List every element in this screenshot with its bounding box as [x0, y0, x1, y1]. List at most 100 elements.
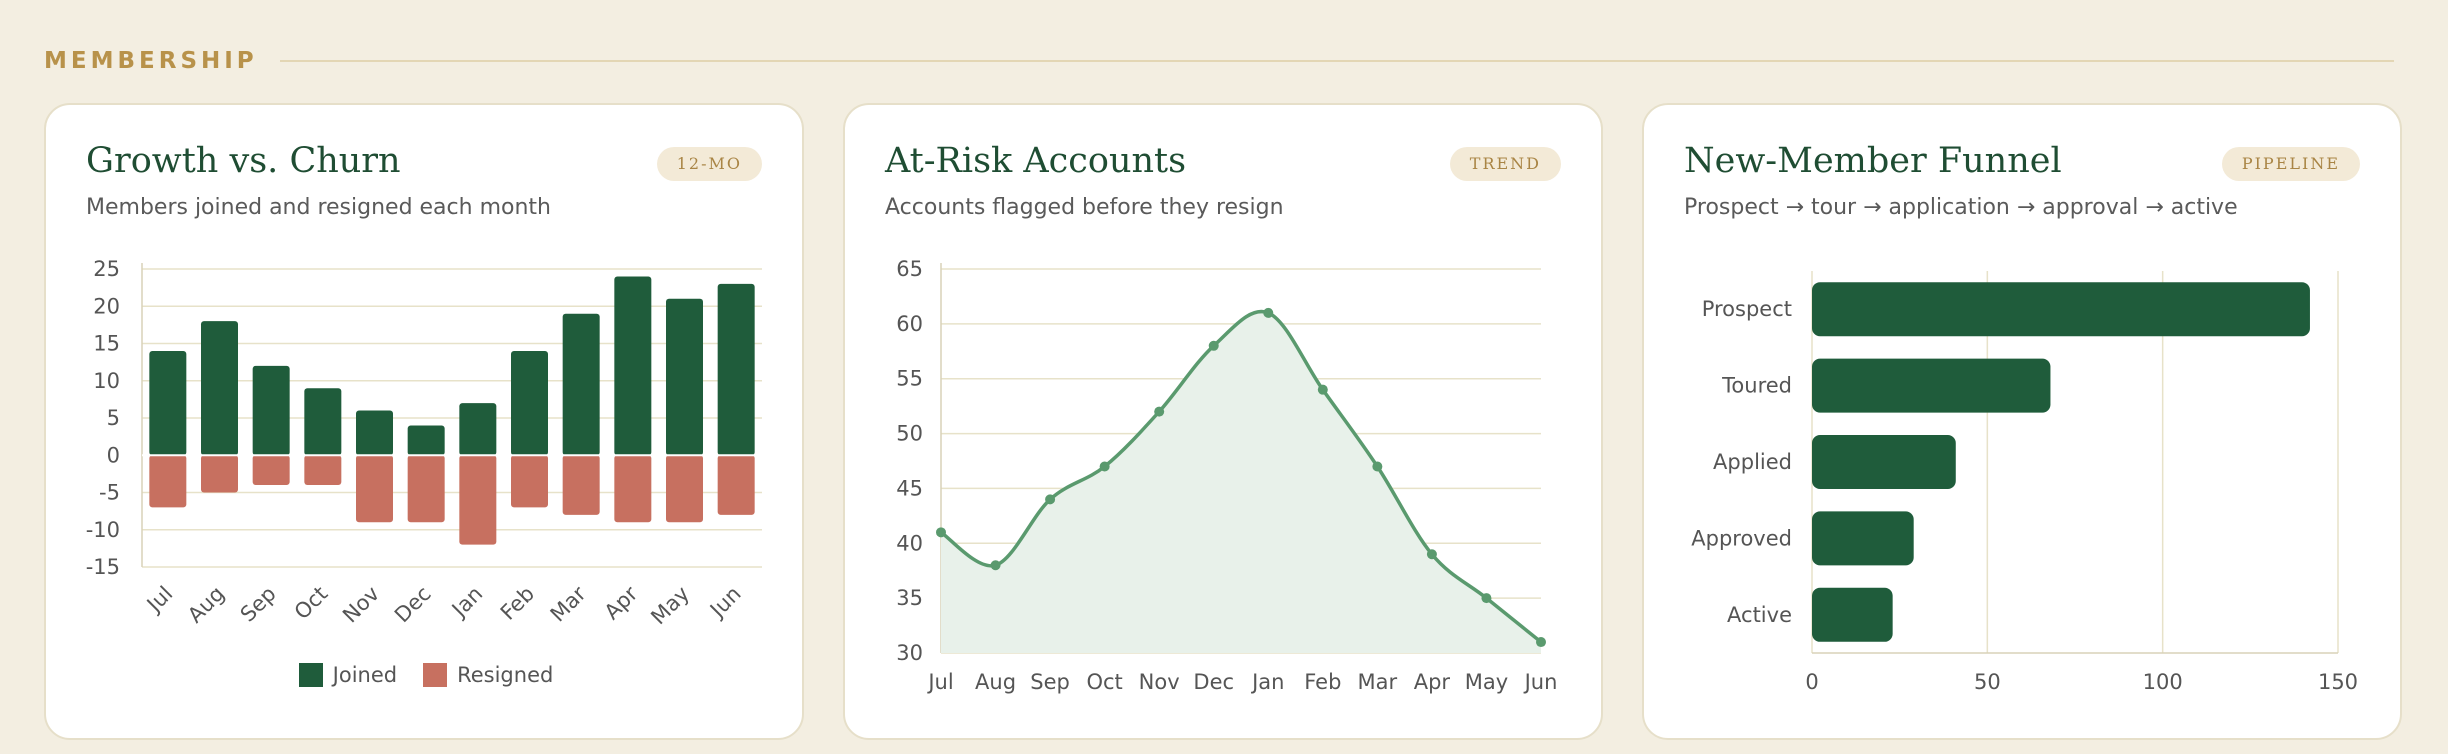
funnel-card: New-Member Funnel Prospect → tour → appl…: [1642, 103, 2402, 740]
legend-item-joined: Joined: [298, 663, 398, 687]
bar-joined: [304, 388, 342, 456]
x-tick-label: Sep: [236, 582, 281, 627]
y-tick-label: 35: [896, 586, 923, 610]
x-tick-label: May: [1465, 670, 1508, 694]
x-tick-label: Mar: [546, 581, 591, 626]
bar-joined: [459, 403, 497, 456]
x-tick-label: Jan: [446, 582, 487, 623]
data-point: [1536, 637, 1546, 648]
y-tick-label: Active: [1727, 603, 1792, 627]
bar-resigned: [562, 455, 600, 515]
funnel-bar: [1812, 282, 2310, 337]
y-tick-label: 55: [896, 367, 923, 391]
data-point: [1099, 461, 1110, 472]
data-point: [1372, 461, 1383, 472]
x-tick-label: Oct: [290, 582, 333, 625]
y-tick-label: 0: [107, 443, 120, 467]
card-subtitle: Prospect → tour → application → approval…: [1684, 195, 2238, 220]
card-title: Growth vs. Churn: [86, 141, 401, 181]
x-tick-label: Oct: [1086, 670, 1122, 694]
series-area: [941, 311, 1541, 653]
x-tick-label: 150: [2318, 670, 2358, 694]
bar-resigned: [459, 455, 497, 545]
x-tick-label: Aug: [183, 582, 229, 628]
bar-joined: [562, 313, 600, 456]
y-tick-label: Approved: [1691, 526, 1792, 550]
x-tick-label: Sep: [1030, 670, 1070, 694]
y-tick-label: Applied: [1713, 450, 1792, 474]
y-tick-label: 25: [93, 257, 120, 281]
funnel-bar: [1812, 511, 1914, 566]
y-tick-label: 10: [93, 369, 120, 393]
y-tick-label: -10: [86, 518, 120, 542]
y-tick-label: 65: [896, 257, 923, 281]
section-divider: [279, 60, 2394, 62]
data-point: [936, 527, 946, 538]
data-point: [1426, 549, 1437, 560]
legend-swatch-joined: [298, 663, 323, 687]
x-tick-label: Dec: [390, 582, 436, 628]
card-subtitle: Members joined and resigned each month: [86, 195, 551, 220]
y-tick-label: 5: [107, 406, 120, 430]
bar-resigned: [614, 455, 652, 523]
x-tick-label: Jun: [704, 582, 746, 624]
growth-churn-card: Growth vs. Churn Members joined and resi…: [44, 103, 804, 740]
x-tick-label: Jan: [1250, 670, 1284, 694]
data-point: [1317, 384, 1328, 395]
x-tick-label: Jul: [141, 582, 177, 618]
bar-joined: [511, 350, 548, 456]
legend-label-joined: Joined: [332, 663, 398, 687]
chart-legend: Joined Resigned: [46, 663, 806, 687]
y-tick-label: 15: [93, 332, 120, 356]
y-tick-label: Prospect: [1702, 297, 1792, 321]
y-tick-label: 40: [896, 531, 923, 555]
y-tick-label: 60: [896, 312, 923, 336]
funnel-chart: 0 50 100 150 Prospect Toured Applied Approved Ac…: [1691, 271, 2358, 694]
data-point: [1263, 307, 1274, 318]
bar-resigned: [201, 455, 238, 493]
legend-label-resigned: Resigned: [457, 663, 554, 687]
x-tick-label: Apr: [1414, 670, 1451, 694]
x-tick-label: Apr: [600, 581, 643, 624]
bar-joined: [614, 276, 652, 456]
x-tick-label: 0: [1805, 670, 1818, 694]
bar-resigned: [356, 455, 393, 523]
bar-joined: [717, 283, 755, 456]
legend-item-resigned: Resigned: [423, 663, 553, 687]
funnel-bar: [1812, 435, 1956, 489]
card-title: At-Risk Accounts: [885, 141, 1187, 181]
bar-resigned: [407, 455, 445, 523]
y-tick-label: -5: [99, 481, 120, 505]
x-tick-label: Aug: [975, 670, 1016, 694]
x-tick-label: Mar: [1358, 670, 1398, 694]
card-badge: 12-MO: [656, 147, 762, 181]
x-tick-label: Feb: [496, 582, 539, 625]
bar-joined: [356, 410, 393, 456]
y-tick-label: 20: [93, 294, 120, 318]
x-tick-label: Feb: [1304, 670, 1341, 694]
funnel-bar: [1812, 358, 2051, 413]
x-tick-label: Jun: [1523, 670, 1558, 694]
bar-joined: [149, 350, 187, 456]
bar-joined: [666, 298, 703, 456]
x-tick-label: Dec: [1193, 670, 1234, 694]
bar-resigned: [149, 455, 187, 508]
bar-resigned: [511, 455, 548, 508]
x-tick-label: Nov: [1139, 670, 1180, 694]
x-tick-label: 50: [1974, 670, 2001, 694]
bar-joined: [201, 321, 238, 456]
x-tick-label: Jul: [926, 670, 953, 694]
y-tick-label: Toured: [1721, 374, 1792, 398]
at-risk-card: At-Risk Accounts Accounts flagged before…: [843, 103, 1603, 740]
card-badge: TREND: [1449, 147, 1561, 181]
data-point: [990, 560, 1001, 571]
bar-resigned: [666, 455, 703, 523]
x-tick-label: May: [646, 582, 694, 630]
data-point: [1208, 340, 1219, 351]
bar-resigned: [304, 455, 342, 486]
bar-resigned: [252, 455, 290, 486]
x-tick-label: 100: [2143, 670, 2183, 694]
growth-churn-chart: 25 20 15 10 5 0 -5 -10 -15 Jul Aug Sep Oct Nov Dec Jan F…: [86, 257, 762, 630]
data-point: [1481, 593, 1492, 604]
